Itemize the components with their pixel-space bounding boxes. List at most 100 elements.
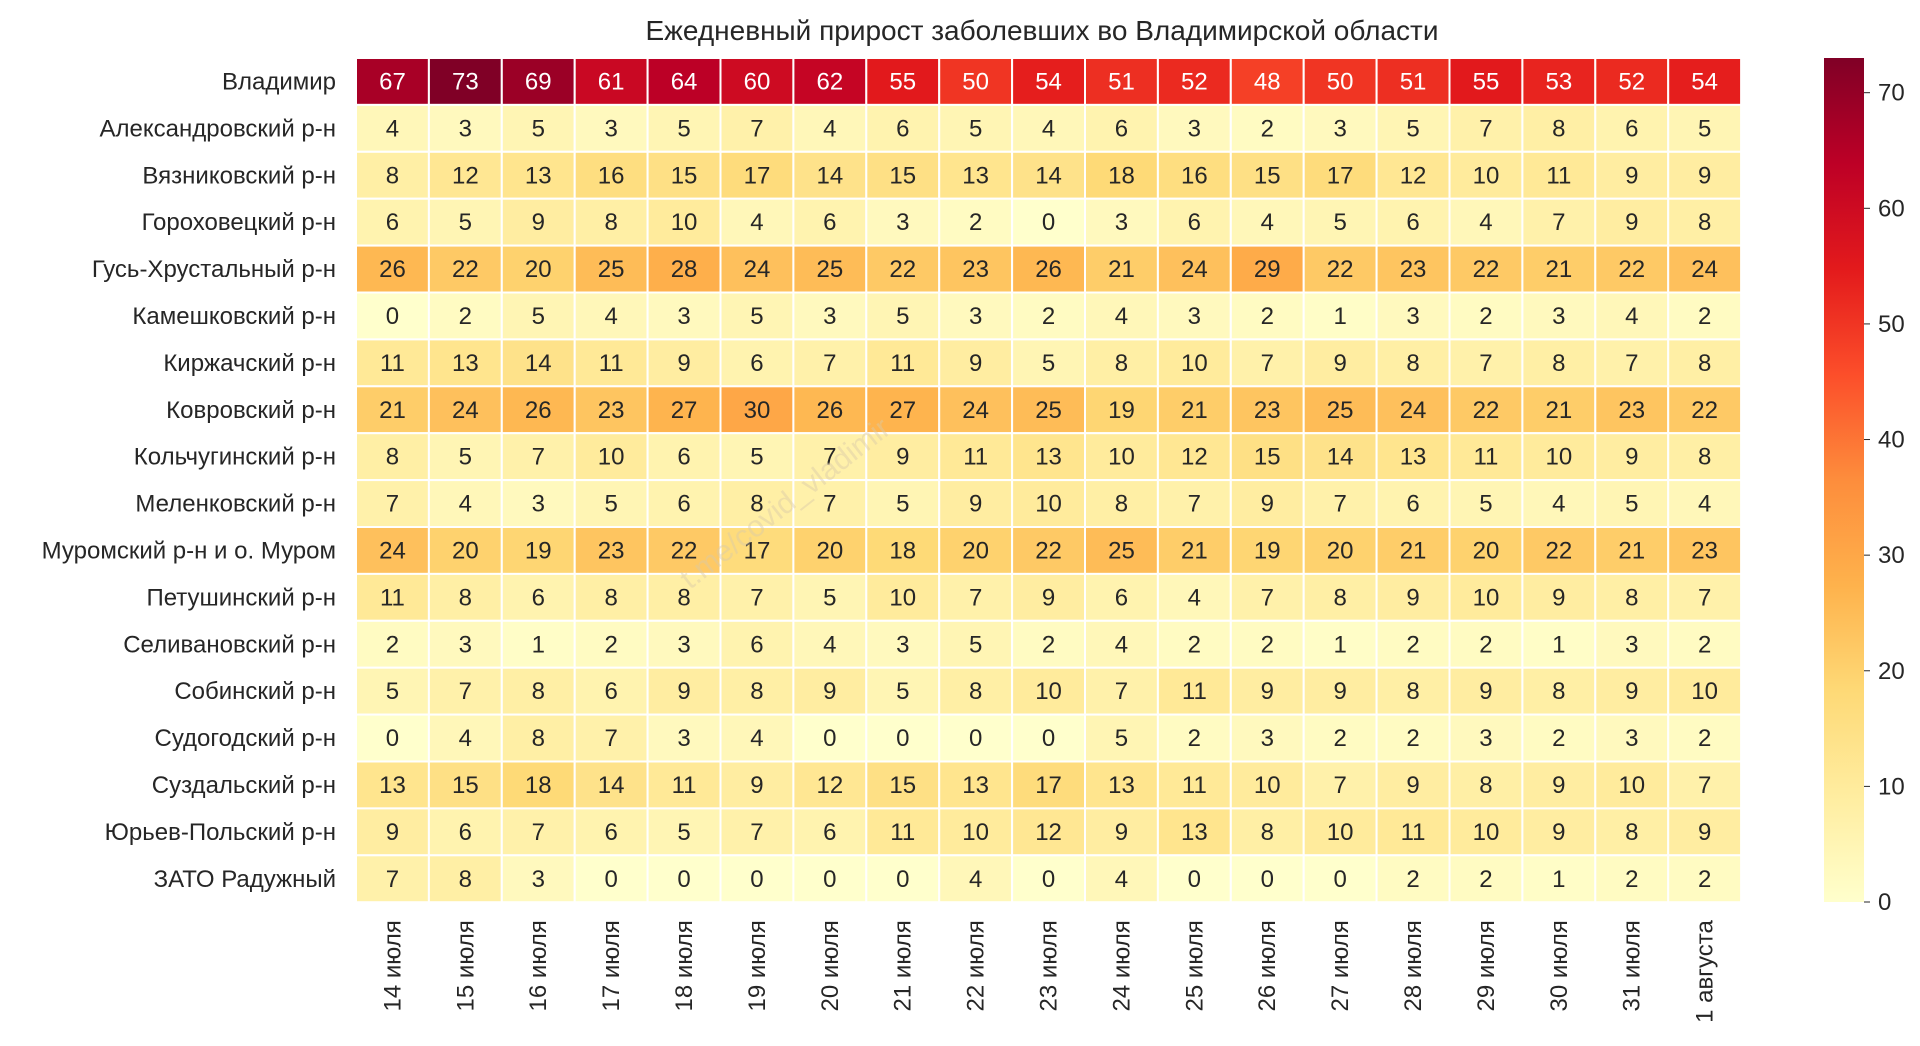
cell-value-label: 9 [1698, 819, 1711, 846]
cell-value-label: 10 [1181, 350, 1208, 377]
colorbar-tick-label: 30 [1878, 542, 1905, 569]
cell-value-label: 51 [1108, 68, 1135, 95]
heatmap-cell [646, 619, 722, 669]
cell-value-label: 64 [671, 68, 698, 95]
heatmap-cell [1302, 338, 1378, 388]
cell-value-label: 0 [1042, 866, 1055, 893]
cell-value-label: 4 [386, 115, 399, 142]
cell-value-label: 29 [1254, 256, 1281, 283]
column-label: 14 июля [379, 920, 406, 1011]
heatmap-cell [427, 807, 503, 857]
cell-value-label: 22 [1473, 256, 1500, 283]
row-label: Собинский р-н [174, 678, 336, 705]
cell-value-label: 6 [459, 819, 472, 846]
cell-value-label: 0 [823, 725, 836, 752]
heatmap-cell [1084, 713, 1159, 763]
heatmap-cell [1375, 854, 1451, 904]
heatmap-cell [1375, 150, 1451, 200]
cell-value-label: 10 [1545, 444, 1572, 471]
colorbar-tick-label: 10 [1878, 773, 1905, 800]
cell-value-label: 9 [896, 444, 909, 471]
cell-value-label: 20 [525, 256, 552, 283]
column-label: 30 июля [1546, 920, 1573, 1011]
heatmap-cell [1302, 57, 1378, 106]
cell-value-label: 21 [1618, 537, 1645, 564]
heatmap-cell [1667, 713, 1743, 763]
cell-value-label: 2 [1698, 303, 1711, 330]
cell-value-label: 5 [896, 678, 909, 705]
cell-value-label: 54 [1035, 68, 1062, 95]
heatmap-cell [646, 526, 722, 575]
column-label: 1 августа [1692, 920, 1719, 1023]
cell-value-label: 53 [1545, 68, 1572, 95]
cell-value-label: 16 [1181, 162, 1208, 189]
cell-value-label: 6 [532, 584, 545, 611]
heatmap-cell [1667, 572, 1743, 622]
cell-value-label: 8 [1552, 115, 1565, 142]
colorbar-tick-label: 50 [1878, 311, 1905, 338]
heatmap-cell [1156, 385, 1232, 435]
cell-value-label: 5 [823, 584, 836, 611]
column-label: 24 июля [1108, 920, 1135, 1011]
heatmap-cell [500, 432, 576, 482]
cell-value-label: 20 [1327, 537, 1354, 564]
heatmap-cell [1521, 338, 1597, 388]
heatmap-cell [938, 244, 1014, 294]
cell-value-label: 3 [459, 115, 472, 142]
cell-value-label: 9 [386, 819, 399, 846]
cell-value-label: 9 [1042, 584, 1055, 611]
heatmap-cell [1594, 526, 1670, 575]
cell-value-label: 24 [1181, 256, 1208, 283]
cell-value-label: 6 [1115, 584, 1128, 611]
heatmap-cell [1594, 807, 1670, 857]
colorbar-gradient [1824, 58, 1864, 902]
heatmap-cell [1229, 619, 1305, 669]
heatmap-cell [1667, 760, 1743, 810]
heatmap-cell [573, 150, 649, 200]
row-label: ЗАТО Радужный [154, 866, 336, 893]
heatmap-cell [1302, 432, 1378, 482]
heatmap-cell [573, 291, 649, 341]
heatmap-cell [1229, 244, 1305, 294]
heatmap-cell [792, 338, 868, 388]
heatmap-cell [1229, 150, 1305, 200]
cell-value-label: 14 [1035, 162, 1062, 189]
cell-value-label: 9 [1625, 162, 1638, 189]
cell-value-label: 3 [677, 725, 690, 752]
cell-value-label: 3 [532, 491, 545, 518]
cell-value-label: 0 [386, 725, 399, 752]
heatmap-cell [1302, 666, 1378, 716]
cell-value-label: 15 [889, 162, 916, 189]
cell-value-label: 60 [744, 68, 771, 95]
cell-value-label: 5 [896, 491, 909, 518]
cell-value-label: 8 [1115, 350, 1128, 377]
cell-value-label: 8 [1115, 491, 1128, 518]
cell-value-label: 20 [452, 537, 479, 564]
cell-value-label: 8 [604, 209, 617, 236]
cell-value-label: 11 [1182, 772, 1207, 799]
cell-value-label: 6 [1625, 115, 1638, 142]
cell-value-label: 2 [1042, 631, 1055, 658]
cell-value-label: 6 [604, 819, 617, 846]
cell-value-label: 1 [1552, 631, 1565, 658]
heatmap-cell [500, 244, 576, 294]
cell-value-label: 0 [386, 303, 399, 330]
cell-value-label: 0 [1333, 866, 1346, 893]
cell-value-label: 16 [598, 162, 625, 189]
column-label: 16 июля [525, 920, 552, 1011]
cell-value-label: 12 [1035, 819, 1062, 846]
cell-value-label: 7 [823, 350, 836, 377]
cell-value-label: 18 [525, 772, 552, 799]
cell-value-label: 4 [969, 866, 982, 893]
heatmap-cell [1375, 244, 1451, 294]
cell-value-label: 4 [1479, 209, 1492, 236]
cell-value-label: 7 [1698, 772, 1711, 799]
cell-value-label: 7 [459, 678, 472, 705]
cell-value-label: 0 [677, 866, 690, 893]
cell-value-label: 20 [816, 537, 843, 564]
column-label: 21 июля [890, 920, 917, 1011]
heatmap-cell [1156, 197, 1232, 247]
heatmap-cell [1011, 854, 1086, 904]
cell-value-label: 9 [1406, 772, 1419, 799]
cell-value-label: 9 [1261, 678, 1274, 705]
